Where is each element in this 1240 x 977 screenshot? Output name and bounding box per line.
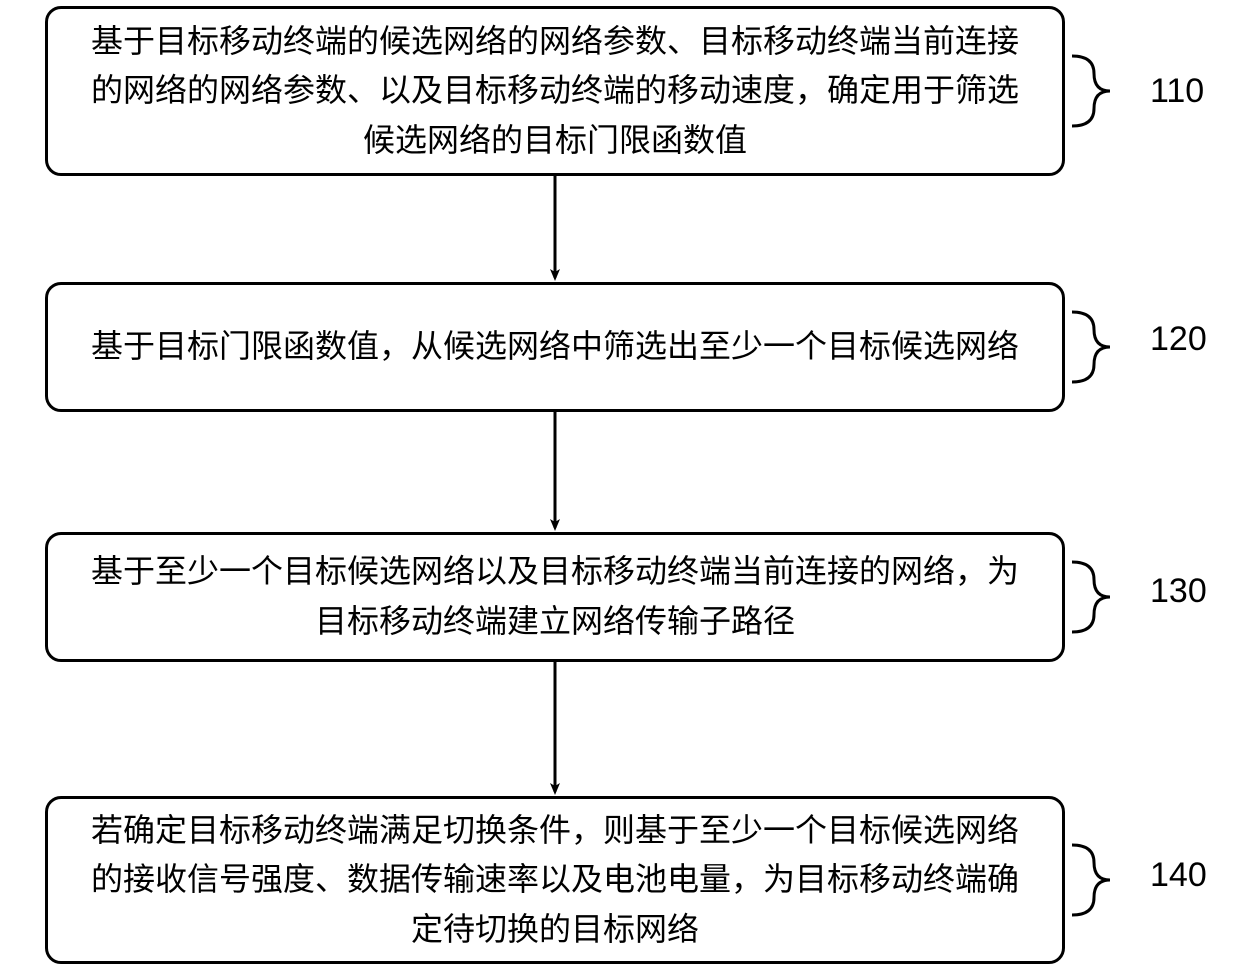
flow-node-n130: 基于至少一个目标候选网络以及目标移动终端当前连接的网络，为目标移动终端建立网络传… [45,532,1065,662]
brace-connector [1072,835,1132,925]
brace-connector [1072,46,1132,136]
step-label-140: 140 [1150,856,1207,895]
brace-connector [1072,552,1132,642]
flowchart-canvas: 基于目标移动终端的候选网络的网络参数、目标移动终端当前连接的网络的网络参数、以及… [0,0,1240,977]
flow-node-n110: 基于目标移动终端的候选网络的网络参数、目标移动终端当前连接的网络的网络参数、以及… [45,6,1065,176]
flow-node-text: 若确定目标移动终端满足切换条件，则基于至少一个目标候选网络的接收信号强度、数据传… [76,806,1034,955]
flow-node-n120: 基于目标门限函数值，从候选网络中筛选出至少一个目标候选网络 [45,282,1065,412]
step-label-130: 130 [1150,572,1207,611]
step-label-120: 120 [1150,320,1207,359]
flow-node-text: 基于至少一个目标候选网络以及目标移动终端当前连接的网络，为目标移动终端建立网络传… [76,547,1034,646]
flow-node-n140: 若确定目标移动终端满足切换条件，则基于至少一个目标候选网络的接收信号强度、数据传… [45,796,1065,964]
brace-connector [1072,302,1132,392]
flow-node-text: 基于目标移动终端的候选网络的网络参数、目标移动终端当前连接的网络的网络参数、以及… [76,17,1034,166]
step-label-110: 110 [1150,72,1204,111]
flow-node-text: 基于目标门限函数值，从候选网络中筛选出至少一个目标候选网络 [91,322,1019,372]
